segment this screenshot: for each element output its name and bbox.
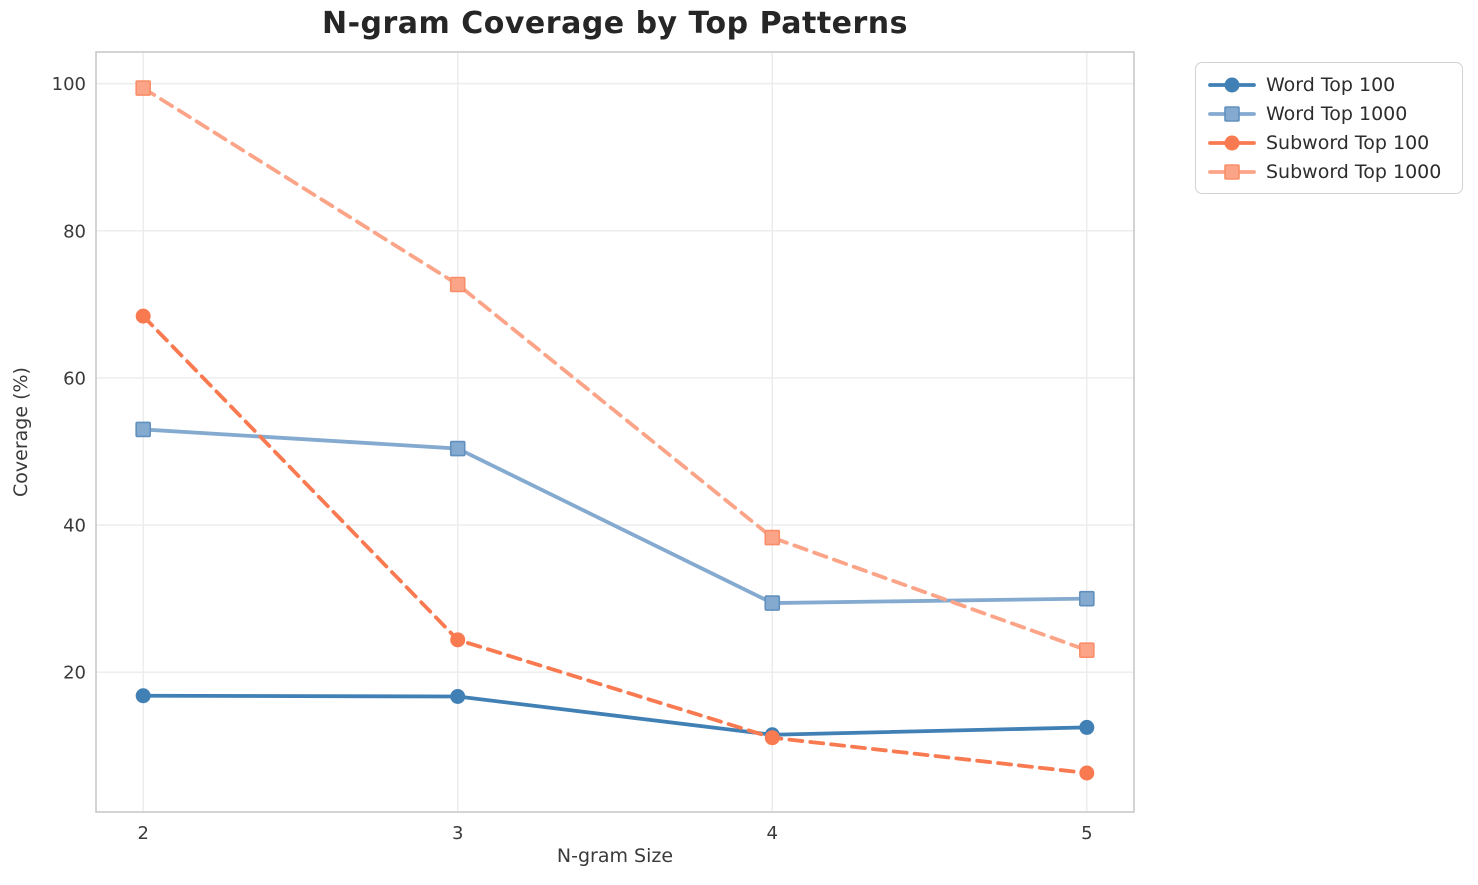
marker-word-top-100 [135,688,151,704]
legend-label-subword-top-1000: Subword Top 1000 [1266,160,1442,183]
y-tick-label: 100 [52,74,86,95]
y-axis-label: Coverage (%) [10,367,32,497]
y-tick-label: 20 [63,663,86,684]
marker-word-top-1000 [1079,590,1095,607]
marker-subword-top-100 [135,308,151,324]
legend-marker-subword-top-1000 [1224,163,1240,180]
legend-swatch-word-top-100 [1208,77,1256,92]
series-line-subword-top-1000 [141,86,1089,653]
legend-swatch-subword-top-1000 [1208,163,1256,180]
marker-word-top-1000 [449,440,466,457]
legend-item-subword-top-100: Subword Top 100 [1208,128,1450,157]
marker-subword-top-100 [764,730,780,746]
legend-item-word-top-1000: Word Top 1000 [1208,99,1450,128]
legend-swatch-subword-top-100 [1208,135,1256,150]
chart-title: N-gram Coverage by Top Patterns [321,6,909,41]
marker-word-top-100 [1079,719,1095,735]
x-tick-label: 3 [452,823,463,844]
legend-label-word-top-1000: Word Top 1000 [1266,102,1408,125]
x-tick-label: 2 [137,823,148,844]
series-line-word-top-100 [141,693,1089,737]
marker-word-top-100 [450,688,466,704]
x-axis-label: N-gram Size [556,845,674,867]
series-line-word-top-1000 [141,427,1089,605]
legend-marker-word-top-100 [1224,77,1240,92]
marker-word-top-1000 [764,595,781,611]
x-tick-label: 4 [767,823,778,844]
legend-item-word-top-100: Word Top 100 [1208,70,1450,99]
series-line-subword-top-100 [141,314,1089,775]
marker-subword-top-1000 [1079,642,1095,658]
marker-subword-top-1000 [449,276,466,293]
marker-subword-top-100 [450,632,466,648]
marker-subword-top-1000 [764,529,781,546]
legend-box: Word Top 100 Word Top 1000 Subword Top 100… [1195,62,1463,194]
y-tick-label: 80 [63,221,86,242]
marker-subword-top-100 [1079,765,1095,781]
legend-label-word-top-100: Word Top 100 [1266,73,1396,96]
y-tick-label: 40 [63,516,86,537]
marker-word-top-1000 [135,421,151,438]
marker-subword-top-1000 [135,80,151,96]
legend-marker-subword-top-100 [1224,135,1240,150]
legend-swatch-word-top-1000 [1208,105,1256,122]
x-tick-label: 5 [1081,823,1092,844]
legend-marker-word-top-1000 [1224,105,1240,122]
legend-label-subword-top-100: Subword Top 100 [1266,131,1430,154]
axes-spines [95,51,1135,813]
legend-item-subword-top-1000: Subword Top 1000 [1208,157,1450,186]
y-tick-label: 60 [63,368,86,389]
